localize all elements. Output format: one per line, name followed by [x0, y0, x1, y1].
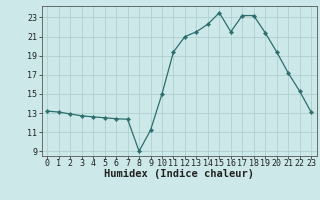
- X-axis label: Humidex (Indice chaleur): Humidex (Indice chaleur): [104, 169, 254, 179]
